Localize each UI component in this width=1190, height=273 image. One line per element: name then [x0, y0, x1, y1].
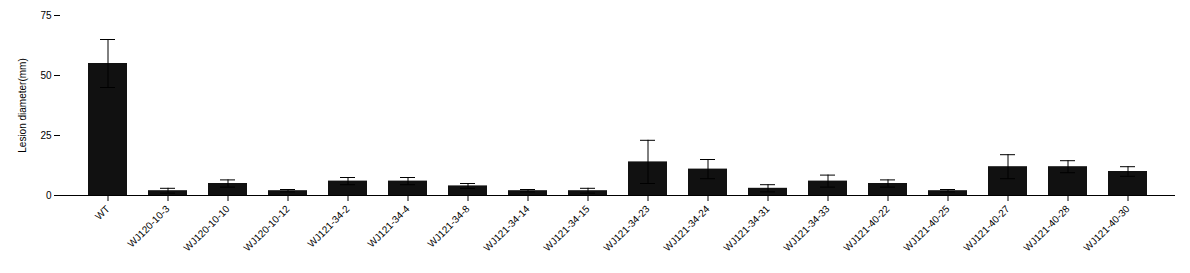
- svg-text:WJ120-10-10: WJ120-10-10: [181, 203, 232, 254]
- svg-text:WT: WT: [93, 203, 112, 222]
- svg-text:Lesion diameter(mm): Lesion diameter(mm): [17, 58, 28, 152]
- svg-text:WJ121-40-28: WJ121-40-28: [1021, 203, 1072, 254]
- svg-text:WJ121-40-30: WJ121-40-30: [1081, 203, 1132, 254]
- svg-text:75: 75: [40, 10, 52, 21]
- svg-text:WJ120-10-12: WJ120-10-12: [241, 203, 292, 254]
- svg-text:WJ121-34-14: WJ121-34-14: [481, 203, 532, 254]
- svg-text:WJ121-34-15: WJ121-34-15: [541, 203, 592, 254]
- svg-text:WJ121-34-23: WJ121-34-23: [601, 203, 652, 254]
- svg-text:WJ121-34-4: WJ121-34-4: [365, 203, 412, 250]
- svg-text:WJ121-40-22: WJ121-40-22: [841, 203, 892, 254]
- svg-text:WJ121-34-31: WJ121-34-31: [721, 203, 772, 254]
- svg-text:WJ121-34-2: WJ121-34-2: [305, 203, 352, 250]
- svg-text:50: 50: [40, 70, 52, 81]
- svg-text:WJ120-10-3: WJ120-10-3: [125, 203, 172, 250]
- svg-text:WJ121-40-25: WJ121-40-25: [901, 203, 952, 254]
- svg-text:25: 25: [40, 130, 52, 141]
- svg-text:WJ121-40-27: WJ121-40-27: [961, 203, 1012, 254]
- svg-text:WJ121-34-33: WJ121-34-33: [781, 203, 832, 254]
- svg-text:WJ121-34-24: WJ121-34-24: [661, 203, 712, 254]
- svg-text:WJ121-34-8: WJ121-34-8: [425, 203, 472, 250]
- svg-text:0: 0: [46, 190, 52, 201]
